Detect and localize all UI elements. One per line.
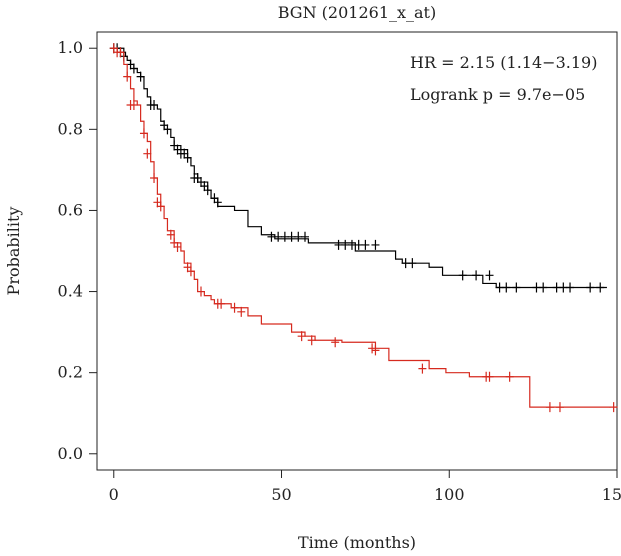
censor-mark <box>267 231 276 242</box>
y-axis-label: Probability <box>4 207 23 296</box>
censor-mark <box>361 239 370 250</box>
logrank-annotation: Logrank p = 9.7e−05 <box>410 85 585 104</box>
censor-mark <box>354 239 363 250</box>
y-tick-label: 0.8 <box>58 119 83 138</box>
x-axis-label: Time (months) <box>298 533 416 552</box>
x-tick-label: 150 <box>602 485 621 504</box>
y-tick-label: 0.4 <box>58 282 83 301</box>
chart-title: BGN (201261_x_at) <box>278 3 436 22</box>
censor-mark <box>294 231 303 242</box>
x-tick-label: 100 <box>434 485 465 504</box>
y-tick-label: 0.2 <box>58 363 83 382</box>
censor-mark <box>139 128 148 139</box>
censor-mark <box>331 337 340 348</box>
censor-mark <box>458 270 467 281</box>
censor-mark <box>586 282 595 293</box>
censor-mark <box>555 402 564 413</box>
censor-mark <box>160 120 169 131</box>
censor-mark <box>408 258 417 269</box>
censor-mark <box>596 282 605 293</box>
series-1 <box>109 43 618 413</box>
censor-mark <box>307 335 316 346</box>
censor-mark <box>485 371 494 382</box>
censor-mark <box>129 63 138 74</box>
censor-mark <box>566 282 575 293</box>
censor-mark <box>126 59 135 70</box>
y-tick-label: 0.6 <box>58 200 83 219</box>
censor-mark <box>156 201 165 212</box>
censor-mark <box>371 345 380 356</box>
censor-mark <box>197 286 205 297</box>
censor-mark <box>287 231 296 242</box>
censor-mark <box>136 71 145 82</box>
censor-mark <box>186 266 195 277</box>
censor-mark <box>170 140 179 151</box>
censor-mark <box>418 363 427 374</box>
censor-mark <box>371 239 380 250</box>
censor-mark <box>559 282 568 293</box>
censor-mark <box>401 258 410 269</box>
censor-mark <box>280 231 289 242</box>
censor-mark <box>180 148 189 159</box>
censor-mark <box>213 197 222 208</box>
censor-mark <box>166 229 175 240</box>
censor-mark <box>203 185 212 196</box>
censor-mark <box>237 306 246 317</box>
censor-mark <box>545 402 554 413</box>
series-layer <box>109 43 618 413</box>
survival-curve-line <box>113 47 607 289</box>
censor-mark <box>193 173 202 183</box>
censor-mark <box>347 239 356 250</box>
censor-mark <box>163 124 172 135</box>
censor-mark <box>334 239 343 250</box>
x-tick-label: 50 <box>271 485 291 504</box>
censor-mark <box>532 282 541 293</box>
censor-mark <box>197 177 205 188</box>
censor-mark <box>200 181 209 192</box>
censor-mark <box>153 197 162 208</box>
censor-mark <box>173 144 182 155</box>
censor-mark <box>150 100 159 110</box>
censor-mark <box>502 282 511 293</box>
censor-mark <box>368 343 377 354</box>
censor-mark <box>274 231 283 242</box>
y-tick-label: 0.0 <box>58 444 83 463</box>
censor-mark <box>512 282 521 293</box>
censor-mark <box>472 270 481 281</box>
censor-mark <box>150 173 159 183</box>
censor-mark <box>143 148 152 159</box>
censor-mark <box>116 47 125 58</box>
censor-mark <box>609 402 618 413</box>
censor-mark <box>539 282 548 293</box>
censor-mark <box>109 43 118 54</box>
axis-ticks: 0 50 100 150 0.0 0.2 0.4 0.6 0.8 1.0 <box>58 38 621 504</box>
censor-mark <box>495 282 504 293</box>
censor-mark <box>505 371 514 382</box>
censor-mark <box>129 100 138 110</box>
censor-mark <box>341 239 350 250</box>
censor-mark <box>217 298 226 309</box>
censor-mark <box>170 237 179 248</box>
y-tick-label: 1.0 <box>58 38 83 57</box>
hazard-ratio-annotation: HR = 2.15 (1.14−3.19) <box>410 53 597 72</box>
censor-mark <box>552 282 561 293</box>
censor-mark <box>230 302 239 313</box>
censor-mark <box>297 331 306 342</box>
censor-mark <box>183 152 192 163</box>
censor-mark <box>183 262 192 273</box>
censor-mark <box>301 231 309 242</box>
censor-mark <box>485 270 494 281</box>
x-tick-label: 0 <box>109 485 119 504</box>
plot-frame <box>96 31 618 471</box>
censor-mark <box>210 193 219 204</box>
censor-mark <box>173 241 182 252</box>
censor-mark <box>123 71 132 82</box>
